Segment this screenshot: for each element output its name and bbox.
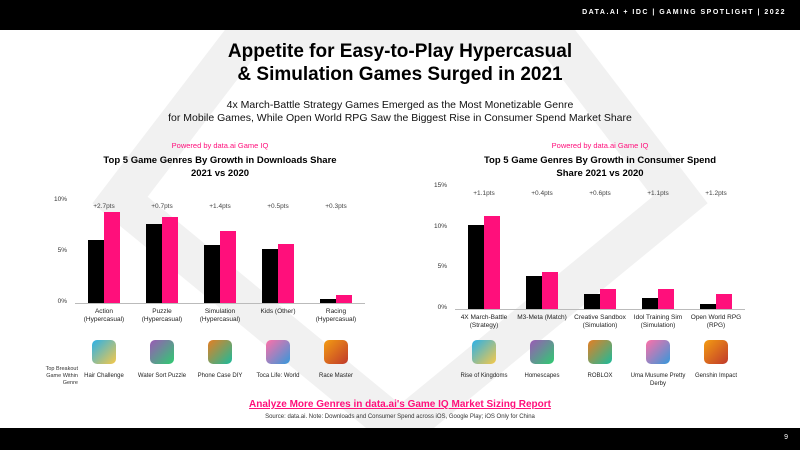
chart-title: Top 5 Game Genres By Growth in Downloads… <box>103 155 337 179</box>
game-icon <box>92 340 116 364</box>
x-tick-label: Kids (Other) <box>260 308 296 315</box>
annotation: +0.3pts <box>325 203 347 210</box>
game-name: ROBLOX <box>587 373 613 379</box>
powered-by: Powered by data.ai Game IQ <box>171 141 269 150</box>
bar <box>642 298 658 309</box>
x-axis <box>455 309 745 310</box>
x-tick-label: Simulation (Hypercasual) <box>199 308 241 323</box>
game-name: Hair Challenge <box>84 373 124 379</box>
bar <box>104 212 120 303</box>
bar <box>162 217 178 303</box>
x-tick-label: 4X March-Battle (Strategy) <box>460 314 508 329</box>
bar <box>542 272 558 309</box>
bar <box>716 294 732 309</box>
bar <box>204 244 220 303</box>
powered-by: Powered by data.ai Game IQ <box>551 141 649 150</box>
y-tick-label: 15% <box>433 182 447 189</box>
game-name: Genshin Impact <box>694 373 738 379</box>
game-icon <box>530 340 554 364</box>
slide-title: Appetite for Easy-to-Play Hypercasual & … <box>227 41 573 85</box>
bar <box>220 230 236 303</box>
game-name: Uma Musume Pretty Derby <box>630 373 686 387</box>
bar <box>484 216 500 309</box>
bar <box>658 289 674 309</box>
game-name: Water Sort Puzzle <box>137 373 187 379</box>
game-icon <box>266 340 290 364</box>
game-icon <box>588 340 612 364</box>
top-bar <box>0 0 800 30</box>
y-tick-label: 0% <box>437 304 447 311</box>
y-tick-label: 10% <box>433 222 447 230</box>
y-tick-label: 5% <box>437 263 447 271</box>
bar <box>526 275 542 309</box>
row-label: Top Breakout Game Within Genre <box>45 366 78 386</box>
x-tick-label: M3-Meta (Match) <box>517 314 567 321</box>
source-note: Source: data.ai. Note: Downloads and Con… <box>265 414 535 420</box>
page-number: 9 <box>784 434 788 441</box>
game-icon <box>704 340 728 364</box>
annotation: +2.7pts <box>93 203 115 210</box>
game-icon <box>472 340 496 364</box>
x-tick-label: Creative Sandbox (Simulation) <box>574 314 626 329</box>
chart-title: Top 5 Game Genres By Growth in Consumer … <box>483 155 717 179</box>
annotation: +0.4pts <box>531 190 553 197</box>
annotation: +1.2pts <box>705 190 727 197</box>
annotation: +1.1pts <box>647 190 669 197</box>
annotation: +0.6pts <box>589 190 611 197</box>
bottom-bar <box>0 428 800 450</box>
bar <box>320 298 336 303</box>
bar <box>600 288 616 309</box>
x-tick-label: Idol Training Sim (Simulation) <box>633 314 683 329</box>
header: DATA.AI + IDC | GAMING SPOTLIGHT | 2022 <box>582 9 786 16</box>
x-tick-label: Open World RPG (RPG) <box>690 314 742 329</box>
game-name: Race Master <box>318 373 353 379</box>
x-tick-label: Racing (Hypercasual) <box>315 308 357 323</box>
annotation: +0.7pts <box>151 203 173 210</box>
game-name: Homescapes <box>524 373 560 379</box>
bar <box>468 225 484 309</box>
game-icon <box>208 340 232 364</box>
slide-subtitle: 4x March-Battle Strategy Games Emerged a… <box>168 99 632 124</box>
bar <box>336 294 352 303</box>
report-link[interactable]: Analyze More Genres in data.ai's Game IQ… <box>249 399 551 410</box>
game-icon <box>150 340 174 364</box>
x-tick-label: Action (Hypercasual) <box>83 308 125 323</box>
game-icon <box>324 340 348 364</box>
annotation: +1.1pts <box>473 190 495 197</box>
game-name: Phone Case DIY <box>197 373 243 379</box>
bar <box>262 248 278 303</box>
game-name: Toca Life: World <box>256 373 300 379</box>
x-tick-label: Puzzle (Hypercasual) <box>141 308 183 323</box>
bar <box>700 304 716 309</box>
y-tick-label: 10% <box>53 196 67 203</box>
annotation: +1.4pts <box>209 203 231 210</box>
bar <box>146 224 162 303</box>
annotation: +0.5pts <box>267 203 289 210</box>
game-icon <box>646 340 670 364</box>
bar <box>88 239 104 303</box>
game-name: Rise of Kingdoms <box>460 373 508 379</box>
y-tick-label: 5% <box>57 247 67 254</box>
y-tick-label: 0% <box>57 298 67 305</box>
x-axis <box>75 303 365 304</box>
bar <box>584 293 600 309</box>
bar <box>278 243 294 303</box>
